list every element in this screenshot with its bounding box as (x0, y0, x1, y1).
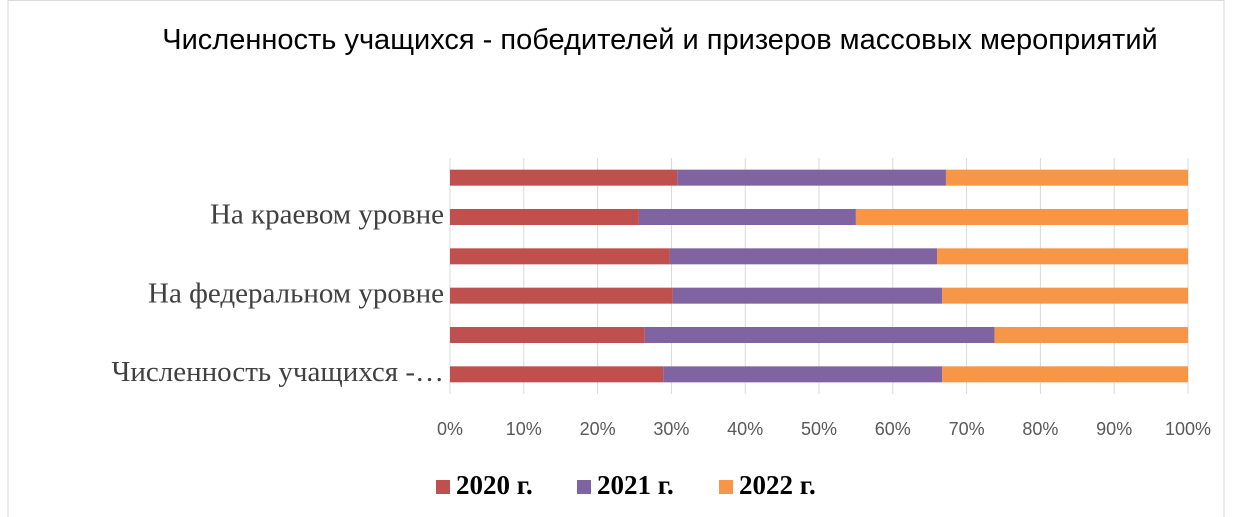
bar-segment (450, 248, 670, 265)
bar-segment (672, 287, 943, 304)
x-tick-label: 60% (875, 419, 911, 439)
x-tick-label: 90% (1096, 419, 1132, 439)
legend-label: 2022 г. (739, 470, 816, 500)
y-tick-label: На федеральном уровне (148, 277, 444, 309)
bar-segment (638, 209, 856, 225)
x-tick-label: 10% (506, 419, 542, 439)
legend-swatch (719, 480, 733, 494)
bar-segment (942, 366, 1188, 383)
legend-label: 2021 г. (597, 470, 674, 500)
bar-segment (663, 366, 943, 383)
bar-segment (942, 287, 1188, 304)
x-tick-label: 30% (653, 419, 689, 439)
legend-swatch (436, 480, 450, 494)
x-tick-label: 20% (580, 419, 616, 439)
chart-title: Численность учащихся - победителей и при… (162, 24, 1158, 56)
bar-segment (677, 169, 946, 186)
bar-segment (855, 209, 1188, 225)
bar-segment (644, 327, 995, 343)
x-tick-label: 80% (1022, 419, 1058, 439)
x-tick-label: 50% (801, 419, 837, 439)
bar-segment (450, 287, 673, 304)
bar-segment (450, 327, 645, 343)
bar-segment (450, 169, 678, 186)
x-tick-label: 40% (727, 419, 763, 439)
legend-label: 2020 г. (456, 470, 533, 500)
bar-segment (994, 327, 1188, 343)
bar-segment (669, 248, 938, 265)
x-tick-label: 70% (949, 419, 985, 439)
x-tick-label: 0% (437, 419, 463, 439)
bar-segment (945, 169, 1188, 186)
bar-segment (450, 366, 664, 383)
legend-swatch (577, 480, 591, 494)
x-tick-label: 100% (1165, 419, 1211, 439)
y-tick-label: Численность учащихся -… (112, 356, 444, 388)
chart-frame (7, 0, 1225, 517)
y-tick-label: На краевом уровне (210, 199, 444, 231)
bar-segment (937, 248, 1188, 265)
bar-segment (450, 209, 639, 225)
